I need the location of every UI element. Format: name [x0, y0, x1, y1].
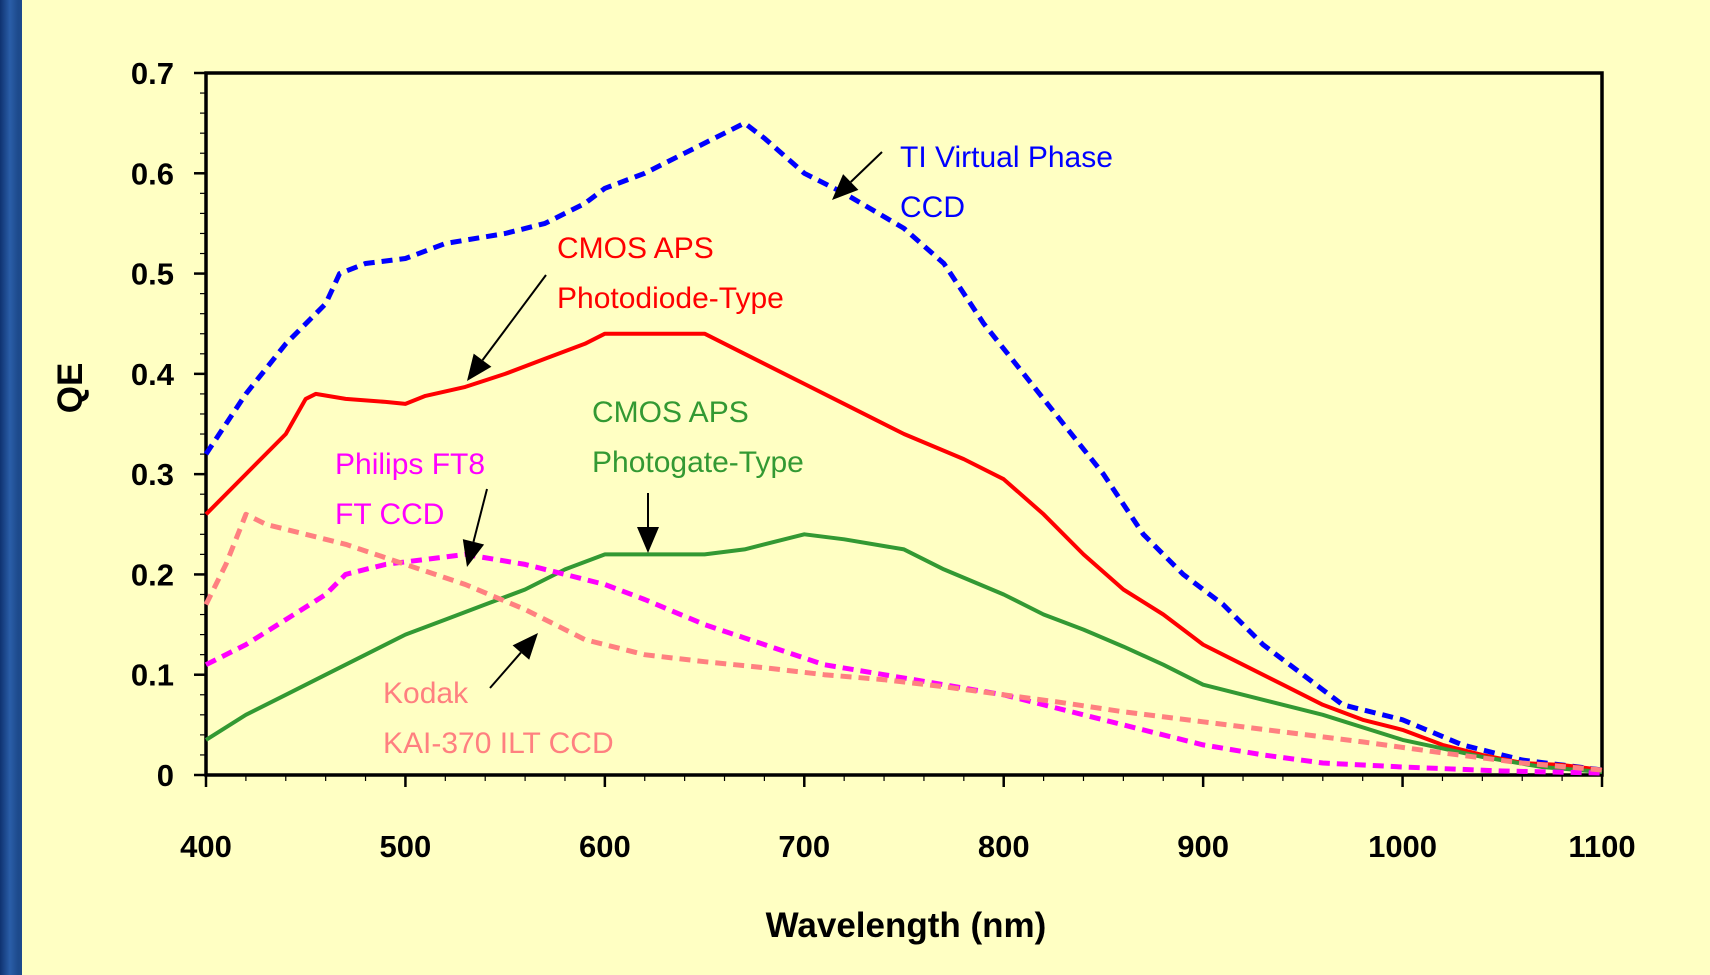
annotation-label-philips: Philips FT8	[335, 448, 485, 481]
annotation-label-philips: FT CCD	[335, 498, 444, 531]
x-tick-label: 800	[978, 829, 1030, 864]
annotation-label-cmos-pd: CMOS APS	[557, 232, 714, 265]
arrow-head-cmos-pg	[637, 527, 659, 553]
annotations: TI Virtual Phase CCD CMOS APS Photodiode-Ty…	[335, 141, 1113, 760]
arrow-head-cmos-pd	[467, 353, 492, 381]
x-tick-label: 600	[579, 829, 631, 864]
tick-labels: 0 0.1 0.2 0.3 0.4 0.5 0.6 0.7 400 500 600 700 800 900…	[131, 56, 1636, 864]
y-tick-label: 0.4	[131, 357, 175, 392]
series-line-philips	[204, 551, 1603, 776]
arrow-shaft-ti	[850, 151, 883, 183]
x-tick-label: 500	[380, 829, 432, 864]
plot-area	[204, 71, 1604, 777]
y-tick-label: 0.5	[131, 257, 174, 292]
arrow-head-kodak	[512, 633, 538, 660]
axis-ticks	[194, 71, 1604, 787]
arrow-shaft-philips	[472, 488, 488, 543]
arrow-shaft-cmos-pd	[481, 274, 547, 361]
series-line-ti	[203, 120, 1603, 773]
y-tick-label: 0.1	[131, 658, 174, 693]
y-axis-title: QE	[51, 363, 90, 414]
annotation-label-kodak: Kodak	[383, 677, 469, 710]
y-tick-label: 0.7	[131, 56, 174, 91]
x-tick-label: 1100	[1568, 829, 1635, 864]
x-tick-label: 1000	[1368, 829, 1437, 864]
y-tick-label: 0.6	[131, 156, 174, 191]
series-line-cmos-pd	[204, 331, 1603, 772]
annotation-label-kodak: KAI-370 ILT CCD	[383, 727, 614, 760]
x-axis-title: Wavelength (nm)	[766, 906, 1047, 945]
annotation-label-ti: CCD	[900, 191, 965, 224]
arrow-head-ti	[832, 174, 859, 200]
y-tick-label: 0.3	[131, 457, 174, 492]
y-tick-label: 0	[157, 758, 174, 793]
x-tick-label: 400	[180, 829, 232, 864]
arrow-shaft-kodak	[489, 651, 522, 689]
y-tick-label: 0.2	[131, 557, 174, 592]
arrow-head-philips	[462, 539, 485, 567]
x-tick-label: 900	[1177, 829, 1229, 864]
series-line-kodak	[203, 511, 1603, 773]
x-tick-label: 700	[778, 829, 830, 864]
annotation-label-cmos-pg: Photogate-Type	[592, 446, 804, 479]
annotation-label-cmos-pg: CMOS APS	[592, 396, 749, 429]
annotation-label-cmos-pd: Photodiode-Type	[557, 282, 784, 315]
series-layer	[203, 120, 1603, 776]
plot-frame	[204, 71, 1604, 777]
series-line-cmos-pg	[204, 532, 1603, 774]
annotation-label-ti: TI Virtual Phase	[900, 141, 1113, 174]
annotation-arrows	[462, 151, 883, 689]
